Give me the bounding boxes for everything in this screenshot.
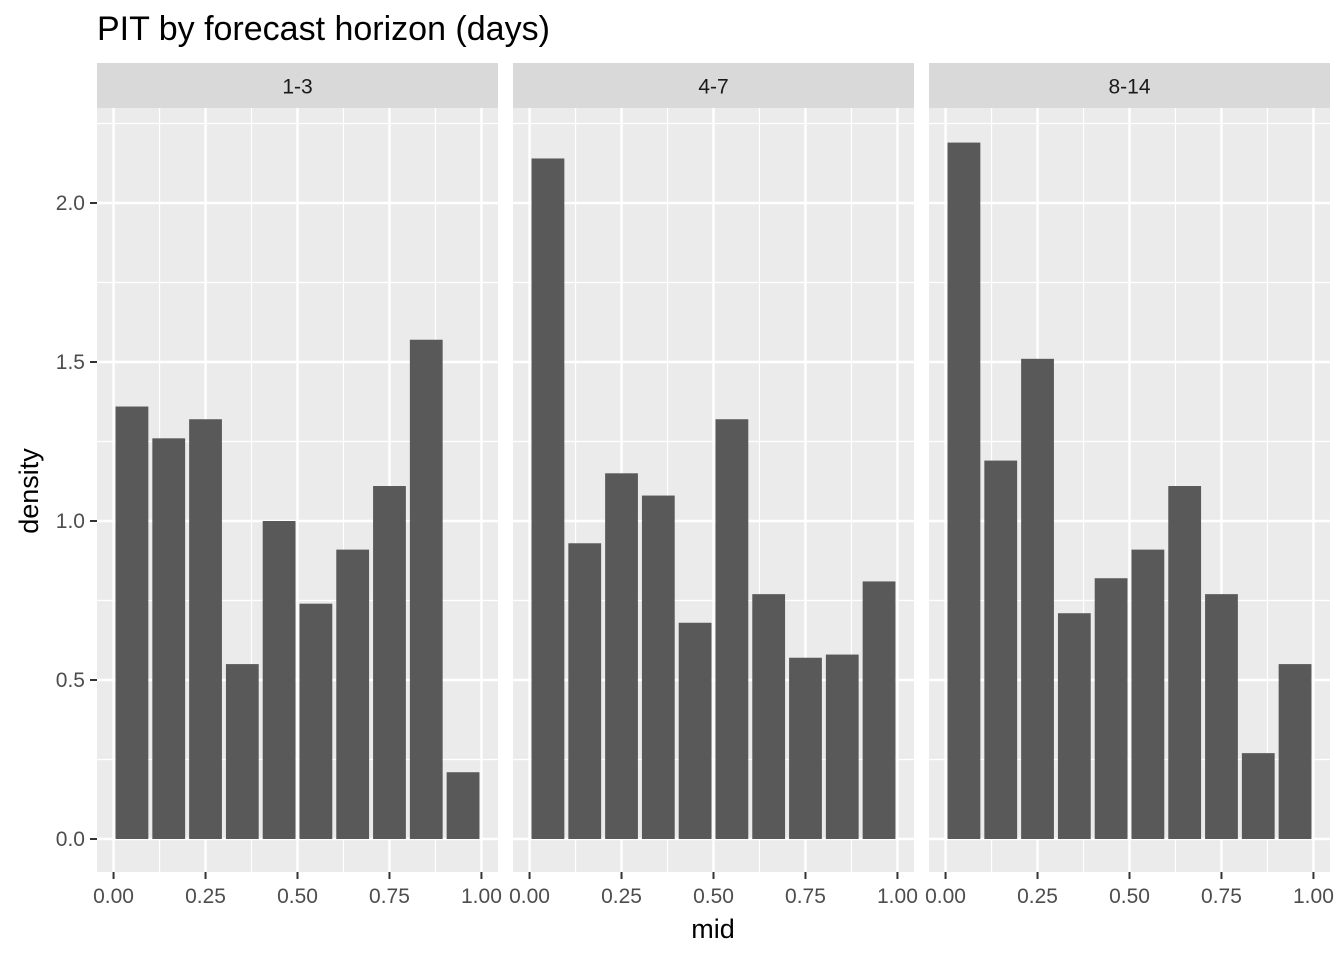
- x-tick-label: 0.75: [785, 885, 826, 908]
- facet-panel-8-14: 8-14 0.00 0.25 0.50 0.75 1.00: [925, 63, 1334, 908]
- bar: [1131, 549, 1165, 839]
- bar: [531, 158, 565, 840]
- bar: [299, 603, 333, 839]
- x-tick-label: 0.25: [185, 885, 226, 908]
- x-tick-label: 0.00: [93, 885, 134, 908]
- x-tick-label: 1.00: [877, 885, 918, 908]
- bar: [1241, 753, 1275, 839]
- x-tick-label: 0.50: [693, 885, 734, 908]
- bar: [1168, 486, 1202, 839]
- facet-strip-label: 8-14: [1108, 76, 1150, 99]
- y-tick-label: 0.0: [56, 828, 85, 851]
- x-tick-label: 0.00: [509, 885, 550, 908]
- y-tick-label: 2.0: [56, 192, 85, 215]
- x-axis-title: mid: [691, 914, 735, 944]
- bar: [715, 419, 749, 839]
- x-tick-label: 1.00: [461, 885, 502, 908]
- x-tick-label: 0.25: [601, 885, 642, 908]
- bar: [1057, 613, 1091, 839]
- x-tick-label: 0.75: [369, 885, 410, 908]
- facet-strip-label: 1-3: [282, 76, 312, 99]
- x-tick-label: 1.00: [1293, 885, 1334, 908]
- bar: [152, 438, 186, 839]
- x-tick-label: 0.50: [1109, 885, 1150, 908]
- bar: [1094, 578, 1128, 839]
- bar: [115, 406, 149, 839]
- y-axis-title: density: [14, 448, 44, 534]
- facet-strip: [513, 63, 914, 108]
- facet-panels: 1-3 0.00 0.25 0.50 0.75 1.00 4-7 0.00 0.25 0.50 0.…: [93, 63, 1334, 908]
- bar: [262, 521, 296, 839]
- bar: [862, 581, 896, 839]
- facet-strip: [97, 63, 498, 108]
- y-tick-label: 1.5: [56, 351, 85, 374]
- bar: [336, 549, 370, 839]
- facet-panel-4-7: 4-7 0.00 0.25 0.50 0.75 1.00: [509, 63, 918, 908]
- bar: [947, 142, 981, 839]
- bar: [752, 594, 786, 839]
- bar: [605, 473, 638, 839]
- bar: [446, 772, 480, 839]
- x-tick-label: 0.50: [277, 885, 318, 908]
- facet-strip-label: 4-7: [698, 76, 728, 99]
- bar: [641, 495, 675, 839]
- bar: [409, 339, 443, 839]
- bar: [373, 486, 406, 839]
- bar: [1278, 664, 1312, 839]
- bar: [1021, 358, 1054, 839]
- y-tick-label: 0.5: [56, 669, 85, 692]
- facet-strip: [929, 63, 1330, 108]
- bar: [984, 460, 1018, 839]
- bar: [225, 664, 259, 839]
- bar: [789, 657, 822, 839]
- x-tick-label: 0.25: [1017, 885, 1058, 908]
- bar: [568, 543, 602, 839]
- chart-title: PIT by forecast horizon (days): [97, 10, 550, 48]
- x-tick-label: 0.75: [1201, 885, 1242, 908]
- y-tick-label: 1.0: [56, 510, 85, 533]
- bar: [189, 419, 222, 839]
- bar: [1205, 594, 1238, 839]
- facet-panel-1-3: 1-3 0.00 0.25 0.50 0.75 1.00: [93, 63, 502, 908]
- bar: [678, 622, 712, 839]
- bar: [825, 654, 859, 839]
- x-tick-label: 0.00: [925, 885, 966, 908]
- y-axis: 0.0 0.5 1.0 1.5 2.0: [56, 192, 97, 851]
